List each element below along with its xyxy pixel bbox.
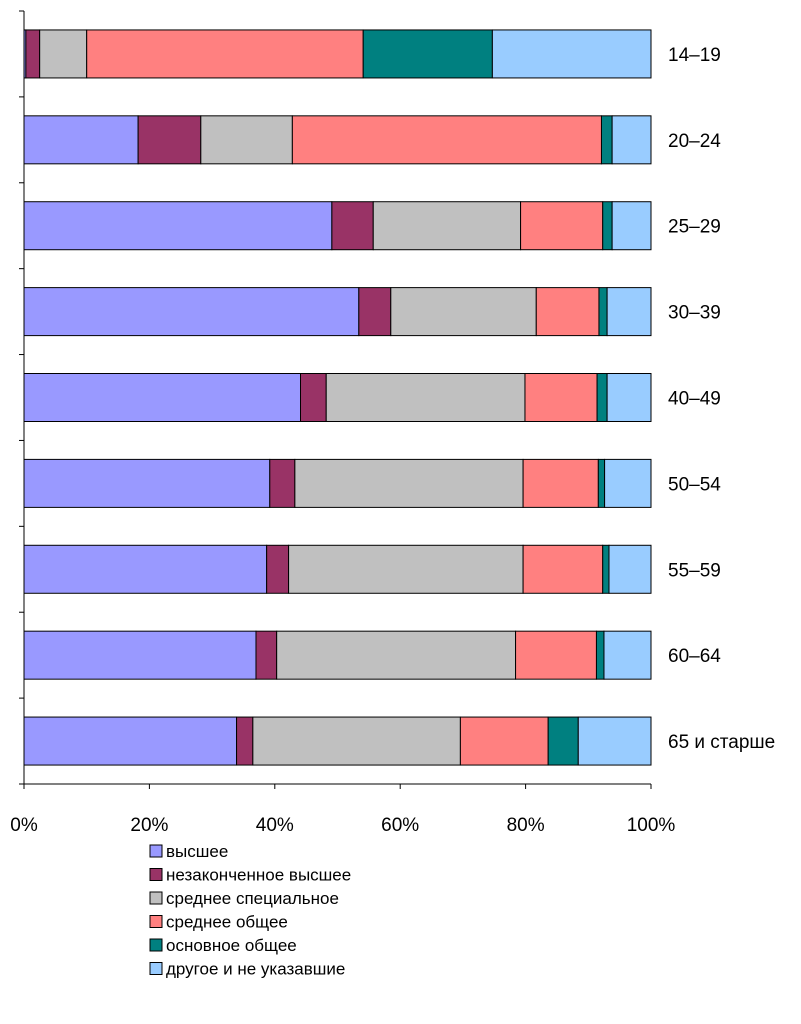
bar-segment [535, 287, 600, 337]
bar-segment [602, 201, 613, 251]
bar-segment [200, 115, 293, 165]
legend-label: среднее специальное [166, 889, 339, 908]
bar-segment [86, 29, 364, 79]
category-label: 20–24 [668, 131, 721, 152]
bar-segment [23, 458, 271, 508]
category-label: 40–49 [668, 389, 721, 410]
category-label: 50–54 [668, 474, 721, 495]
category-label: 55–59 [668, 560, 721, 581]
bar-segment [288, 544, 524, 594]
legend-label: среднее общее [166, 913, 288, 932]
bar-segment [39, 29, 88, 79]
bar-segment [300, 373, 327, 422]
legend-label: другое и не указавшие [166, 960, 345, 979]
bar-segment [522, 458, 599, 508]
bar-segment [606, 287, 652, 337]
category-label: 30–39 [668, 303, 721, 324]
bar-segment [236, 716, 254, 766]
category-label: 65 и старше [668, 732, 775, 753]
bar-segment [520, 201, 604, 251]
bar-segment [23, 115, 139, 165]
category-labels: 14–19 20–24 25–29 30–39 40–49 50–54 55–59 60–64… [668, 45, 775, 753]
legend-label: незаконченное высшее [166, 866, 351, 885]
x-tick-label: 20% [130, 815, 168, 836]
axes-group [19, 10, 652, 789]
bar-segment [604, 458, 652, 508]
legend: высшее незаконченное высшее среднее специа… [149, 842, 351, 979]
bar-segment [515, 630, 597, 680]
bar-segment [611, 201, 652, 251]
bar-segment [524, 373, 598, 422]
bar-segment [137, 115, 202, 165]
x-tick-label: 60% [381, 815, 419, 836]
bar-segment [269, 458, 296, 508]
bar-segment [291, 115, 602, 165]
bar-segment [276, 630, 517, 680]
bar-segment [611, 115, 652, 165]
legend-label: высшее [166, 842, 228, 861]
bar-segment [23, 630, 257, 680]
bar-segment [255, 630, 278, 680]
bar-segment [25, 29, 41, 79]
bar-segment [372, 201, 522, 251]
bar-segment [294, 458, 524, 508]
legend-swatch [149, 938, 163, 952]
bar-segment [596, 373, 608, 422]
bar-segment [23, 201, 333, 251]
bar-segment [459, 716, 549, 766]
bar-segment [598, 287, 608, 337]
bar-segment [603, 630, 652, 680]
bar-segment [23, 544, 268, 594]
bar-segment [331, 201, 374, 251]
x-tick-label: 40% [256, 815, 294, 836]
bar-segment [547, 716, 579, 766]
bar-segment [252, 716, 461, 766]
bar-segment [595, 630, 605, 680]
bar-segment [606, 373, 652, 422]
legend-swatch [149, 844, 163, 858]
bar-segment [23, 716, 238, 766]
bar-segment [390, 287, 537, 337]
legend-swatch [149, 915, 163, 928]
bar-segment [491, 29, 652, 79]
bar-segment [597, 458, 606, 508]
bar-segment [608, 544, 652, 594]
bar-segment [362, 29, 493, 79]
legend-label: основное общее [166, 936, 297, 955]
bar-segment [23, 373, 302, 422]
bars-group [23, 29, 652, 766]
category-label: 25–29 [668, 217, 721, 238]
bar-segment [266, 544, 290, 594]
bar-segment [600, 115, 613, 165]
bar-segment [522, 544, 604, 594]
x-tick-label: 80% [507, 815, 545, 836]
bar-segment [602, 544, 610, 594]
bar-segment [325, 373, 526, 422]
x-tick-label: 100% [627, 815, 676, 836]
legend-swatch [149, 868, 163, 881]
x-tick-labels: 0% 20% 40% 60% 80% 100% [10, 815, 675, 836]
x-tick-label: 0% [10, 815, 38, 836]
legend-swatch [149, 962, 163, 975]
bar-segment [23, 287, 360, 337]
legend-swatch [149, 891, 163, 905]
bar-segment [358, 287, 392, 337]
category-label: 14–19 [668, 45, 721, 66]
category-label: 60–64 [668, 646, 721, 667]
bar-segment [577, 716, 652, 766]
